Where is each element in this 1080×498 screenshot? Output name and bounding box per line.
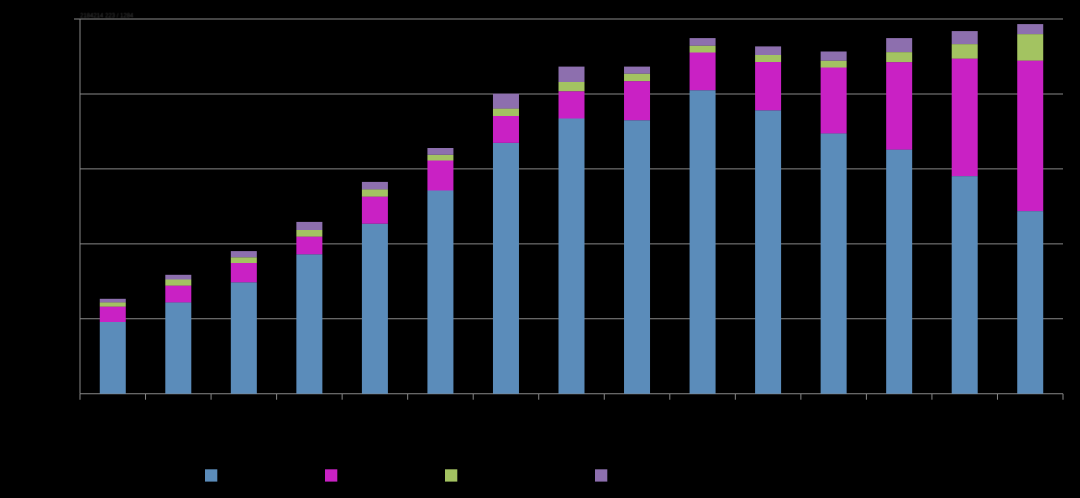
svg-text:2184214 223 / 1284: 2184214 223 / 1284: [80, 14, 134, 20]
